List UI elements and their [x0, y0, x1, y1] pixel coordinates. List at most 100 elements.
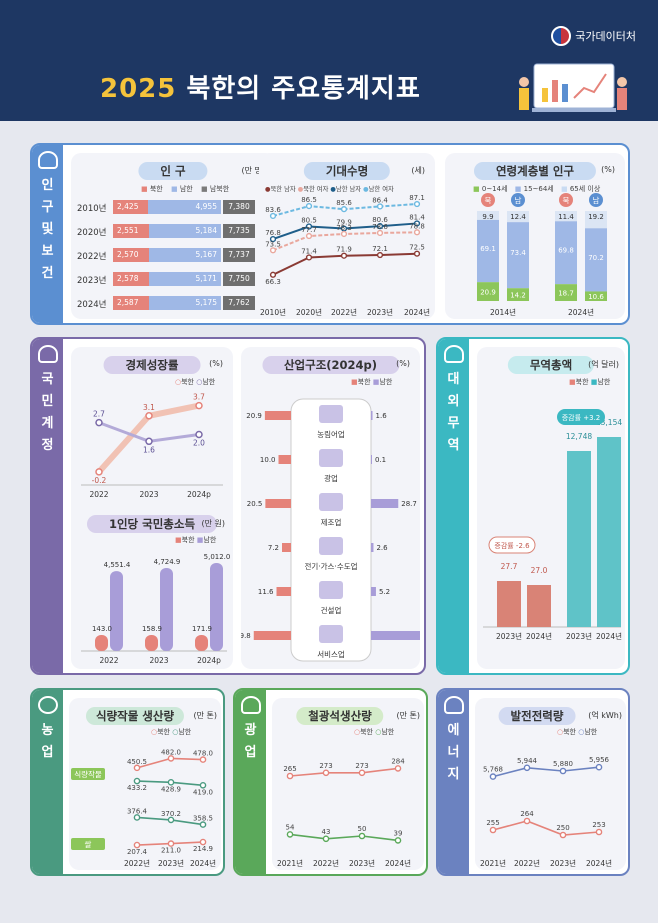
life-point-nk_female — [413, 229, 421, 236]
industry-unit: (%) — [396, 359, 410, 368]
ore-svg-xtick: 2021년 — [277, 858, 303, 868]
industry-name: 서비스업 — [317, 650, 345, 659]
growth-xtick: 2022 — [89, 490, 108, 499]
org-logo-block: 국가데이터처 — [551, 26, 636, 46]
gni-label-sk: 4,551.4 — [104, 561, 131, 569]
ore-legend: ○북한 ○남한 — [354, 728, 395, 736]
ore-svg-label: 284 — [391, 757, 405, 765]
food-svg-point — [133, 841, 141, 849]
food-svg-label: 358.5 — [193, 815, 213, 823]
trade-note-sk: 증감률 +3.2 — [562, 414, 601, 422]
life-xtick: 2020년 — [296, 307, 322, 317]
food-svg-xtick: 2024년 — [190, 858, 216, 868]
power-card: 발전전력량 (억 kWh) ○북한 ○남한 5,768 5,944 5,880 5,9… — [475, 698, 626, 870]
ore-svg-xtick: 2022년 — [313, 858, 339, 868]
growth-point-nk — [95, 468, 103, 476]
trade-value-nk: 27.7 — [501, 562, 518, 571]
food-svg-point — [167, 755, 175, 762]
food-svg-point — [199, 838, 207, 846]
life-label-sk_female: 85.6 — [336, 199, 352, 207]
growth-xtick: 2024p — [187, 490, 211, 499]
food-svg-label: 419.0 — [193, 788, 213, 796]
coin-icon — [37, 345, 58, 363]
life-point-sk_female — [376, 203, 384, 210]
life-label-sk_male: 76.8 — [265, 229, 281, 237]
trade-value-sk: 13,154 — [596, 418, 622, 427]
gni-chart: 4,551.4 143.0 2022 4,724.9 158.9 2023 5,012.0 1… — [81, 553, 230, 665]
life-label-sk_male: 79.9 — [336, 219, 352, 227]
life-label-nk_female: 77.7 — [301, 226, 317, 234]
title-year: 2025 — [100, 74, 177, 104]
population-year-label: 2024년 — [77, 300, 107, 310]
age-structure-card: 연령계층별 인구 (%) ■ 0~14세 ■ 15~64세 ■ 65세 이상 북… — [445, 153, 625, 319]
age-bar-15-64 — [555, 221, 577, 285]
population-bar-sk: 5,167 — [148, 248, 221, 262]
gni-xtick: 2024p — [197, 656, 221, 665]
industry-value-nk: 20.5 — [247, 500, 263, 508]
trade-value-nk: 27.0 — [531, 566, 548, 575]
ore-svg-label: 50 — [358, 825, 367, 833]
org-name: 국가데이터처 — [575, 30, 636, 43]
population-bar-sk: 5,171 — [148, 272, 221, 286]
growth-point-nk — [195, 401, 203, 410]
gni-xtick: 2023 — [149, 656, 168, 665]
industry-card: 산업구조(2024p) (%) ■북한 ■남한 20.9 1.6 농림어업 10.0 0… — [241, 347, 420, 669]
gni-legend: ■북한 ■남한 — [175, 536, 217, 544]
trade-chart: 27.7 2023년 27.0 2024년 12,748 2023년 13,154 2024년… — [483, 409, 622, 641]
population-bar-nk: 2,587 — [113, 296, 149, 310]
life-point-sk_male — [413, 220, 421, 227]
ore-svg-line — [289, 833, 399, 842]
food-svg-point — [167, 840, 175, 847]
age-bar-0-14 — [555, 284, 577, 301]
life-legend: ●북한 남자 ●북한 여자 ●남한 남자 ●남한 여자 — [265, 186, 394, 193]
industry-bar-sk — [371, 587, 376, 596]
age-bar-65plus — [585, 211, 607, 229]
industry-value-nk: 11.6 — [258, 588, 274, 596]
population-total-badge: 7,735 — [223, 224, 255, 238]
population-legend: ■ 북한 ■ 남한 ■ 남북한 — [141, 185, 230, 193]
food-svg-point — [167, 816, 175, 824]
ore-svg-label: 273 — [355, 762, 368, 770]
life-point-sk_female — [413, 200, 421, 208]
life-label-sk_female: 83.6 — [265, 206, 281, 214]
trade-xtick-nk: 2024년 — [526, 631, 552, 641]
industry-icon — [319, 493, 343, 511]
population-total-badge: 7,762 — [223, 296, 255, 310]
growth-label-sk: 1.6 — [143, 445, 155, 454]
food-rice-label: 쌀 — [85, 840, 92, 849]
population-bar-sk: 5,184 — [148, 224, 221, 238]
growth-chart: -0.2 3.1 3.7 2.7 1.6 2.0 2022 2023 2024p — [81, 393, 223, 499]
age-value-65plus: 9.9 — [482, 213, 493, 221]
food-legend: ○북한 ○남한 — [151, 728, 192, 736]
age-bar-65plus — [555, 211, 577, 222]
life-label-nk_female: 73.5 — [265, 240, 281, 248]
ore-svg-xtick: 2023년 — [349, 858, 375, 868]
life-label-nk_male: 71.4 — [301, 247, 317, 255]
population-year-label: 2020년 — [77, 228, 107, 238]
page-title: 2025 북한의 주요통계지표 — [100, 68, 421, 105]
life-title: 기대수명 — [303, 162, 391, 180]
food-svg-label: 376.4 — [127, 807, 148, 815]
ore-title: 철광석생산량 — [296, 707, 384, 725]
food-svg-label: 211.0 — [161, 847, 181, 855]
gni-bar-sk — [110, 571, 123, 651]
growth-legend: ○북한 ○남한 — [175, 378, 216, 386]
age-unit: (%) — [601, 165, 615, 174]
power-svg-point — [559, 767, 567, 775]
mining-cart-icon — [240, 696, 261, 714]
life-label-nk_male: 66.3 — [265, 278, 281, 286]
population-bar-nk: 2,578 — [113, 272, 149, 286]
age-bar-0-14 — [477, 282, 499, 301]
power-legend: ○북한 ○남한 — [557, 728, 598, 736]
growth-point-sk — [195, 430, 203, 439]
growth-unit: (%) — [209, 359, 223, 368]
ore-svg-point — [394, 837, 402, 844]
power-svg-label: 5,880 — [553, 760, 573, 768]
trade-card: 무역총액 (억 달러) ■북한 ■남한 27.7 2023년 27.0 2024년 12… — [477, 347, 625, 669]
age-value-65plus: 11.4 — [558, 213, 574, 221]
trade-title: 무역총액 — [507, 356, 595, 374]
age-bar-65plus — [477, 211, 499, 220]
power-svg-xtick: 2021년 — [480, 858, 506, 868]
life-label-sk_male: 80.6 — [372, 216, 388, 224]
